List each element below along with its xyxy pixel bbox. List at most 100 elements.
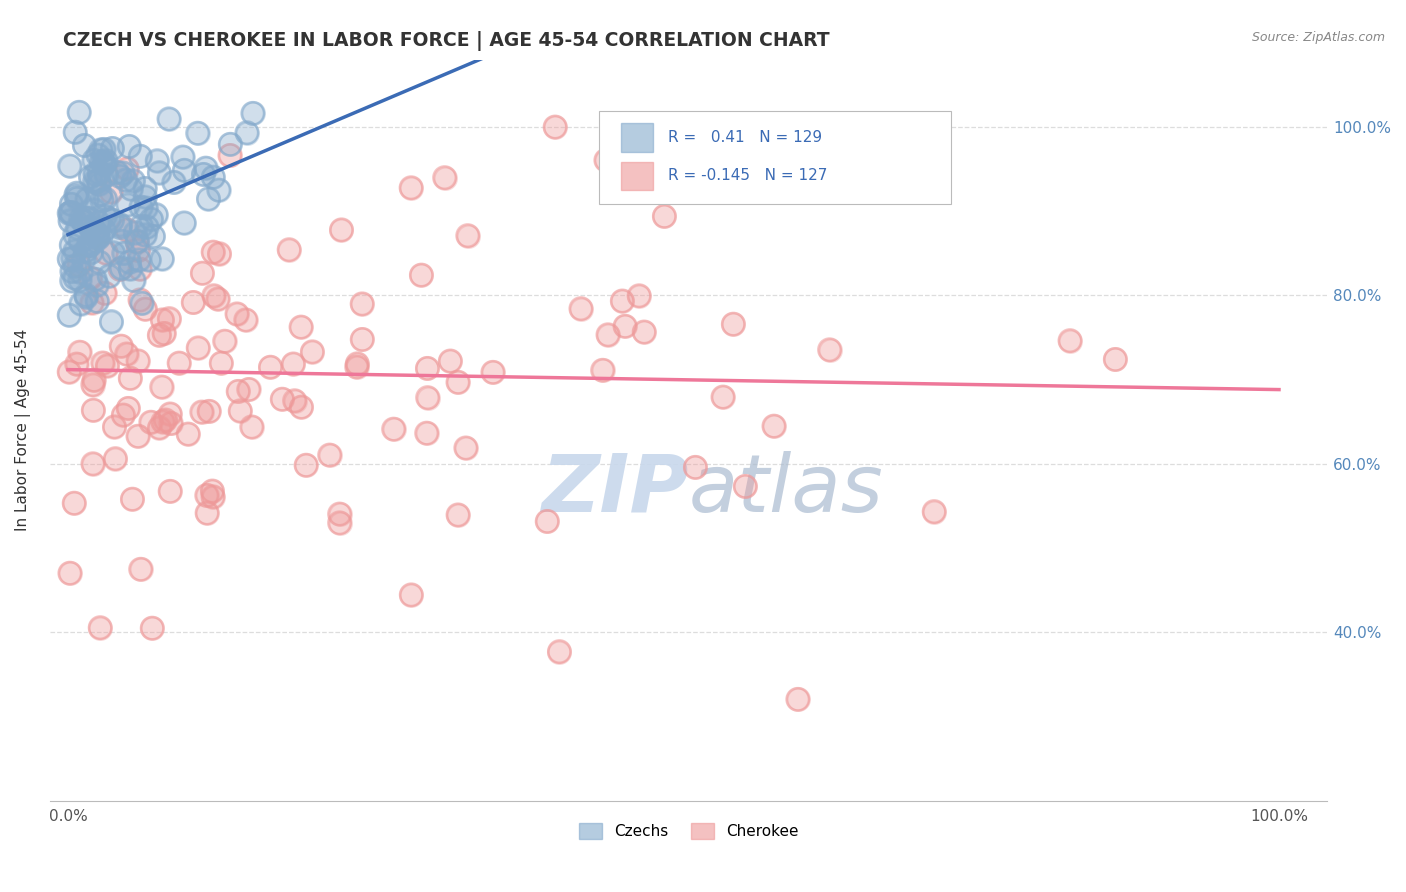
Point	[786, 692, 808, 706]
Point	[101, 213, 124, 227]
Point	[208, 183, 231, 197]
Point	[59, 205, 82, 219]
Point	[1059, 334, 1081, 348]
Point	[127, 354, 149, 368]
Point	[75, 288, 97, 302]
Point	[122, 273, 145, 287]
Point	[129, 200, 152, 214]
Point	[352, 297, 374, 311]
Point	[242, 106, 264, 120]
Point	[84, 167, 107, 181]
Point	[82, 377, 104, 392]
Point	[457, 228, 479, 243]
Text: Source: ZipAtlas.com: Source: ZipAtlas.com	[1251, 31, 1385, 45]
Point	[96, 169, 118, 183]
Point	[226, 384, 249, 399]
Point	[219, 148, 242, 162]
Point	[208, 246, 231, 260]
Point	[90, 143, 112, 157]
Point	[112, 246, 135, 260]
Point	[86, 277, 108, 292]
Point	[290, 320, 312, 334]
Point	[219, 137, 242, 152]
Point	[98, 268, 121, 283]
Point	[595, 153, 617, 168]
Point	[96, 359, 118, 373]
Point	[328, 507, 350, 521]
Point	[762, 419, 785, 434]
Point	[271, 392, 294, 406]
Point	[173, 216, 195, 230]
Point	[399, 180, 422, 194]
Point	[150, 252, 173, 266]
Point	[108, 169, 131, 184]
Point	[734, 479, 756, 493]
Point	[65, 188, 87, 202]
Point	[172, 150, 194, 164]
Point	[89, 621, 111, 635]
Point	[242, 106, 264, 120]
Point	[96, 169, 118, 183]
Point	[129, 262, 152, 277]
Point	[79, 169, 101, 184]
Point	[120, 261, 142, 276]
Point	[167, 356, 190, 370]
Point	[259, 360, 281, 375]
Point	[271, 392, 294, 406]
Point	[595, 153, 617, 168]
Point	[202, 288, 225, 302]
Point	[454, 441, 477, 455]
Point	[201, 483, 224, 498]
Point	[93, 156, 115, 170]
Point	[108, 220, 131, 235]
Point	[127, 429, 149, 443]
Point	[77, 238, 100, 252]
Point	[87, 231, 110, 245]
Point	[129, 293, 152, 307]
Point	[115, 161, 138, 176]
Point	[117, 401, 139, 416]
Point	[181, 295, 204, 310]
Point	[122, 273, 145, 287]
Point	[283, 393, 305, 408]
Point	[84, 229, 107, 244]
Point	[685, 460, 707, 475]
Point	[69, 345, 91, 359]
Point	[447, 376, 470, 390]
Point	[118, 139, 141, 153]
Point	[93, 286, 115, 301]
Point	[58, 206, 80, 220]
Point	[159, 484, 181, 499]
Point	[187, 126, 209, 140]
Point	[111, 235, 134, 249]
Point	[115, 347, 138, 361]
Point	[163, 176, 186, 190]
Point	[173, 163, 195, 178]
Point	[346, 359, 368, 374]
Point	[69, 345, 91, 359]
Point	[72, 252, 94, 266]
Point	[82, 403, 104, 417]
Point	[173, 216, 195, 230]
Point	[127, 429, 149, 443]
Point	[117, 197, 139, 211]
Point	[197, 192, 219, 206]
Point	[238, 383, 260, 397]
Point	[80, 245, 103, 260]
Point	[93, 286, 115, 301]
Point	[129, 562, 152, 576]
Point	[69, 265, 91, 279]
Point	[482, 365, 505, 379]
Point	[79, 271, 101, 285]
Point	[63, 496, 86, 510]
Point	[101, 213, 124, 227]
Point	[328, 516, 350, 530]
Point	[98, 211, 121, 226]
Point	[98, 268, 121, 283]
Point	[786, 692, 808, 706]
Point	[105, 165, 128, 179]
Point	[159, 407, 181, 421]
Point	[134, 301, 156, 316]
Point	[226, 307, 249, 321]
Point	[129, 200, 152, 214]
